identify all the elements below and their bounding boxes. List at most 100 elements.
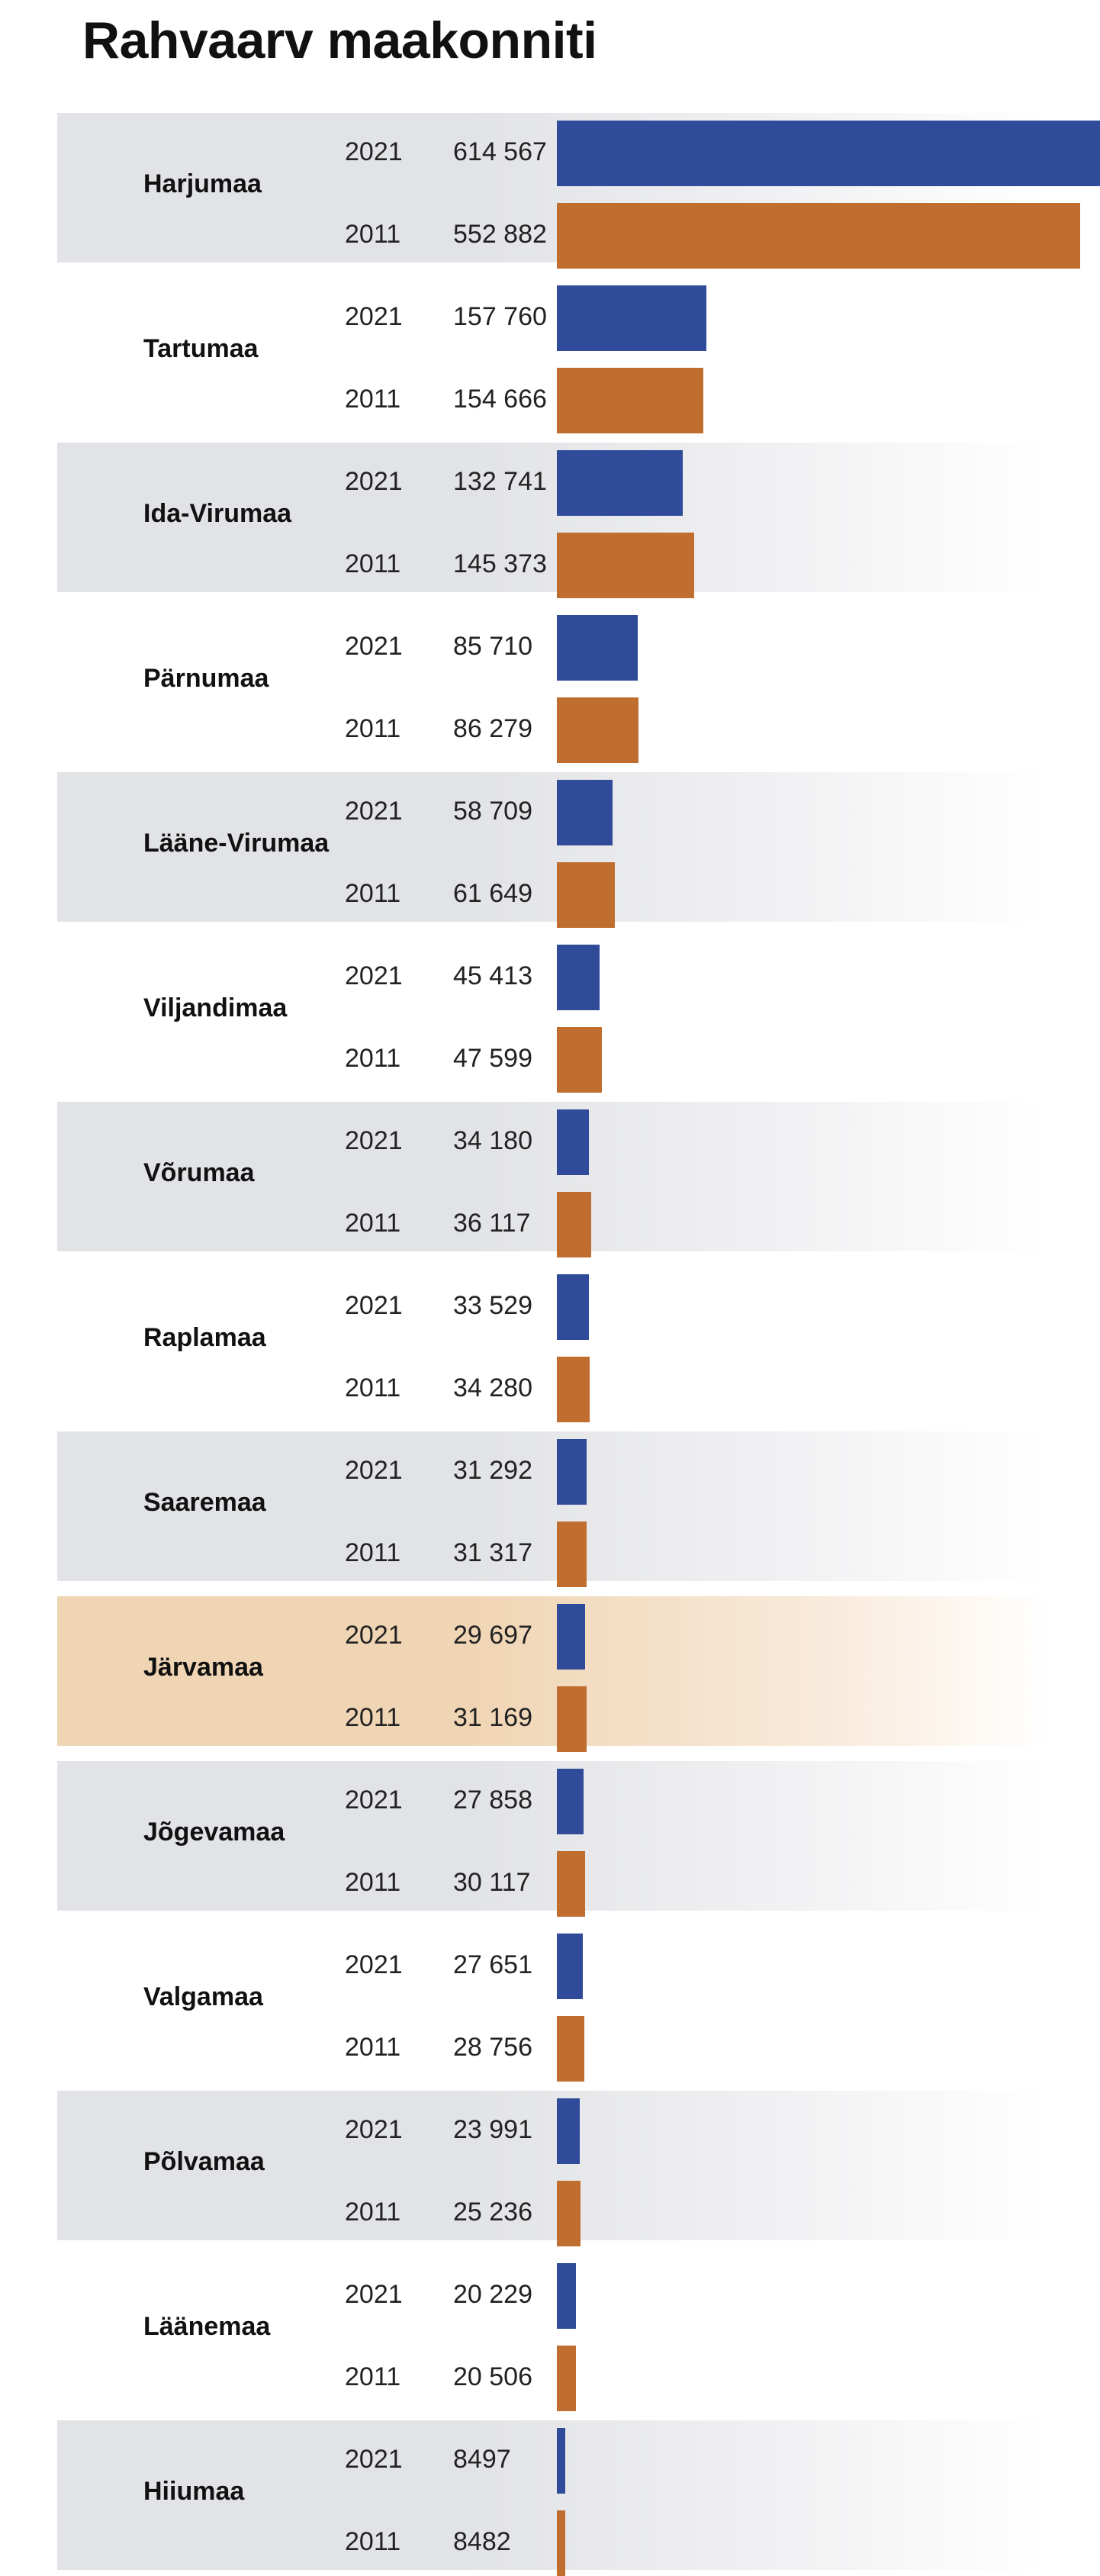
year-label: 2021 [345, 1621, 403, 1650]
bar-2011-jarvamaa [557, 1686, 587, 1752]
value-label: 25 236 [453, 2198, 532, 2227]
county-group-jarvamaa: Järvamaa 2021 29 697 2011 31 169 [57, 1596, 1100, 1752]
bar-2011-polvamaa [557, 2181, 581, 2246]
year-label: 2021 [345, 2115, 403, 2144]
bar-2021-hiiumaa [557, 2428, 565, 2494]
bar-2011-jogevamaa [557, 1851, 586, 1917]
county-label: Viljandimaa [143, 993, 288, 1022]
county-label: Läänemaa [143, 2312, 271, 2341]
bar-2021-jarvamaa [557, 1604, 585, 1670]
county-label: Harjumaa [143, 169, 262, 198]
county-label: Tartumaa [143, 334, 259, 363]
value-label: 30 117 [453, 1868, 531, 1897]
bar-2011-vorumaa [557, 1192, 591, 1257]
county-group-valgamaa: Valgamaa 2021 27 651 2011 28 756 [57, 1926, 1100, 2082]
value-label: 33 529 [453, 1291, 532, 1320]
county-group-vorumaa: Võrumaa 2021 34 180 2011 36 117 [57, 1102, 1100, 1257]
value-label: 29 697 [453, 1621, 532, 1650]
year-label: 2011 [345, 879, 401, 908]
bar-2021-valgamaa [557, 1934, 584, 1999]
county-label: Valgamaa [143, 1982, 263, 2011]
year-label: 2021 [345, 1291, 403, 1320]
county-group-viljandimaa: Viljandimaa 2021 45 413 2011 47 599 [57, 937, 1100, 1093]
year-label: 2011 [345, 2033, 401, 2062]
bar-2011-laane-virumaa [557, 862, 616, 928]
county-group-jogevamaa: Jõgevamaa 2021 27 858 2011 30 117 [57, 1761, 1100, 1917]
county-group-raplamaa: Raplamaa 2021 33 529 2011 34 280 [57, 1267, 1100, 1422]
county-label: Võrumaa [143, 1158, 255, 1187]
year-label: 2021 [345, 1456, 403, 1485]
value-label: 34 280 [453, 1373, 532, 1402]
year-label: 2011 [345, 1044, 401, 1073]
bar-2021-saaremaa [557, 1439, 587, 1505]
county-label: Pärnumaa [143, 664, 269, 693]
year-label: 2021 [345, 1126, 403, 1155]
value-label: 27 858 [453, 1785, 532, 1814]
value-label: 85 710 [453, 632, 532, 661]
year-label: 2021 [345, 2445, 403, 2474]
county-label: Hiiumaa [143, 2477, 245, 2506]
year-label: 2021 [345, 632, 403, 661]
county-group-laane-virumaa: Lääne-Virumaa 2021 58 709 2011 61 649 [57, 772, 1100, 928]
value-label: 36 117 [453, 1209, 531, 1238]
year-label: 2011 [345, 220, 401, 249]
bar-2011-hiiumaa [557, 2510, 565, 2576]
value-label: 132 741 [453, 467, 547, 496]
county-group-laanemaa: Läänemaa 2021 20 229 2011 20 506 [57, 2256, 1100, 2411]
year-label: 2021 [345, 137, 403, 166]
bar-2011-viljandimaa [557, 1027, 603, 1093]
year-label: 2021 [345, 467, 403, 496]
county-group-parnumaa: Pärnumaa 2021 85 710 2011 86 279 [57, 607, 1100, 763]
year-label: 2011 [345, 1538, 401, 1567]
value-label: 552 882 [453, 220, 547, 249]
year-label: 2021 [345, 2280, 403, 2309]
value-label: 8497 [453, 2445, 511, 2474]
value-label: 34 180 [453, 1126, 532, 1155]
year-label: 2011 [345, 1373, 401, 1402]
county-label: Raplamaa [143, 1323, 266, 1352]
county-group-saaremaa: Saaremaa 2021 31 292 2011 31 317 [57, 1431, 1100, 1587]
value-label: 614 567 [453, 137, 547, 166]
year-label: 2011 [345, 1868, 401, 1897]
bar-2011-valgamaa [557, 2016, 584, 2082]
year-label: 2011 [345, 2198, 401, 2227]
bar-2011-parnumaa [557, 697, 638, 763]
value-label: 145 373 [453, 549, 547, 578]
county-label: Põlvamaa [143, 2147, 265, 2176]
value-label: 86 279 [453, 714, 532, 743]
year-label: 2021 [345, 1785, 403, 1814]
county-group-harjumaa: Harjumaa 2021 614 567 2011 552 882 [57, 113, 1100, 269]
value-label: 27 651 [453, 1950, 532, 1979]
value-label: 61 649 [453, 879, 532, 908]
bar-2011-raplamaa [557, 1357, 590, 1422]
year-label: 2011 [345, 714, 401, 743]
year-label: 2011 [345, 385, 401, 414]
county-group-tartumaa: Tartumaa 2021 157 760 2011 154 666 [57, 278, 1100, 433]
bar-2021-raplamaa [557, 1274, 589, 1340]
value-label: 20 506 [453, 2362, 532, 2391]
county-group-ida-virumaa: Ida-Virumaa 2021 132 741 2011 145 373 [57, 443, 1100, 598]
bar-2021-tartumaa [557, 285, 706, 351]
year-label: 2021 [345, 302, 403, 331]
value-label: 157 760 [453, 302, 547, 331]
value-label: 45 413 [453, 961, 532, 990]
bar-2011-harjumaa [557, 203, 1080, 269]
value-label: 47 599 [453, 1044, 532, 1073]
bar-2021-vorumaa [557, 1109, 590, 1175]
bar-2011-saaremaa [557, 1521, 587, 1587]
bar-2011-ida-virumaa [557, 533, 695, 598]
year-label: 2011 [345, 549, 401, 578]
year-label: 2011 [345, 1209, 401, 1238]
value-label: 31 292 [453, 1456, 532, 1485]
bar-chart: Harjumaa 2021 614 567 2011 552 882 Tartumaa 20… [0, 113, 1100, 2576]
county-group-hiiumaa: Hiiumaa 2021 8497 2011 8482 [57, 2420, 1100, 2576]
bar-2011-laanemaa [557, 2346, 577, 2411]
bar-2011-tartumaa [557, 368, 703, 433]
value-label: 23 991 [453, 2115, 532, 2144]
year-label: 2021 [345, 1950, 403, 1979]
bar-2021-viljandimaa [557, 945, 600, 1010]
value-label: 154 666 [453, 385, 547, 414]
bar-2021-harjumaa [557, 121, 1100, 186]
year-label: 2021 [345, 961, 403, 990]
county-label: Jõgevamaa [143, 1818, 285, 1847]
